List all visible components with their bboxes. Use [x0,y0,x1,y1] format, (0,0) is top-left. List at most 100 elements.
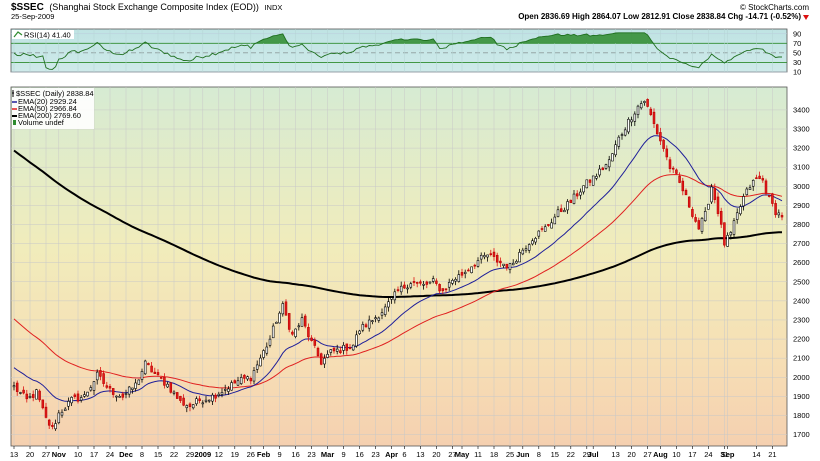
candle-body [12,385,16,388]
x-tick-label: 17 [90,450,98,459]
candle [67,397,70,411]
candle-body [518,252,521,263]
candle-body [121,393,125,398]
candle [316,346,320,358]
candle [723,222,726,248]
candle-body [716,196,720,214]
candle-body [646,99,649,107]
x-tick-label: 21 [768,450,776,459]
candle [31,390,35,402]
candle [22,386,25,395]
candle [646,98,649,108]
candle-body [140,371,144,380]
candle-body [614,144,617,156]
candle [89,385,93,392]
candle [124,389,128,399]
candle-body [220,391,224,395]
candle-body [342,344,345,351]
candle-body [38,390,41,401]
candle-body [326,353,329,358]
candle [633,111,637,126]
x-tick-label: 14 [752,450,760,459]
candle [431,275,435,284]
candle [652,108,656,129]
candle-body [371,320,374,322]
candle [182,394,185,407]
candle [265,342,269,356]
candle [611,153,614,162]
candle-body [153,371,157,374]
candle [140,368,144,383]
y-tick-label: 1700 [793,430,810,439]
candle-body [681,180,685,192]
candle-body [735,212,739,220]
candle [534,236,537,245]
candle-body [316,347,320,356]
candle-body [774,203,777,216]
candle [319,352,323,366]
candle [105,381,109,390]
x-tick-label: 29 [186,450,194,459]
candle [281,301,285,317]
candle [748,184,752,190]
candle [755,174,758,179]
candle [131,387,134,394]
candle-body [44,406,48,418]
candle-body [115,395,118,398]
candle [553,213,557,225]
x-tick-label: 8 [537,450,541,459]
candle-body [259,357,262,367]
candle [476,257,480,268]
candle [550,218,553,229]
candle-body [319,353,323,365]
candle-body [492,251,496,257]
candle-body [262,350,265,358]
candle [726,232,729,247]
candle [297,323,301,331]
candle-body [147,363,150,366]
candle-body [745,188,749,196]
x-tick-label: 15 [551,450,559,459]
candle-body [332,347,336,352]
y-tick-label: 3200 [793,144,810,153]
y-tick-label: 3300 [793,125,810,134]
candle [111,388,115,398]
candle-body [665,148,669,158]
candle-body [108,386,112,389]
candle-body [748,187,752,190]
candle-body [303,315,307,327]
candle [703,207,707,222]
candle [294,328,297,339]
x-tick-label: 29 [583,450,591,459]
candle-body [556,209,560,217]
candle-body [361,324,365,331]
candle-body [191,404,195,409]
candle-body [156,372,160,375]
candle-body [111,388,115,395]
candle [537,230,541,240]
x-tick-label: Jun [516,450,530,459]
candle [489,249,493,257]
candle-body [534,238,537,243]
x-tick-label: 13 [611,450,619,459]
candle [409,281,413,290]
candle [435,278,438,286]
candle-body [172,391,176,394]
x-tick-label: 27 [448,450,456,459]
candle-body [684,189,688,196]
candle-body [595,176,598,179]
candle-body [435,280,438,284]
candle [201,400,205,408]
candle [598,164,601,178]
price-legend: $SSEC (Daily) 2838.84 EMA(20) 2929.24 EM… [12,88,94,129]
candle-body [57,412,61,424]
candle-body [671,167,675,170]
x-tick-label: 13 [416,450,424,459]
x-tick-label: 11 [474,450,482,459]
candle-body [54,423,57,430]
chart-date: 25-Sep-2009 [11,12,54,21]
candle-body [412,281,416,283]
candle [575,190,579,200]
candle-body [627,119,630,133]
candle [659,127,662,145]
